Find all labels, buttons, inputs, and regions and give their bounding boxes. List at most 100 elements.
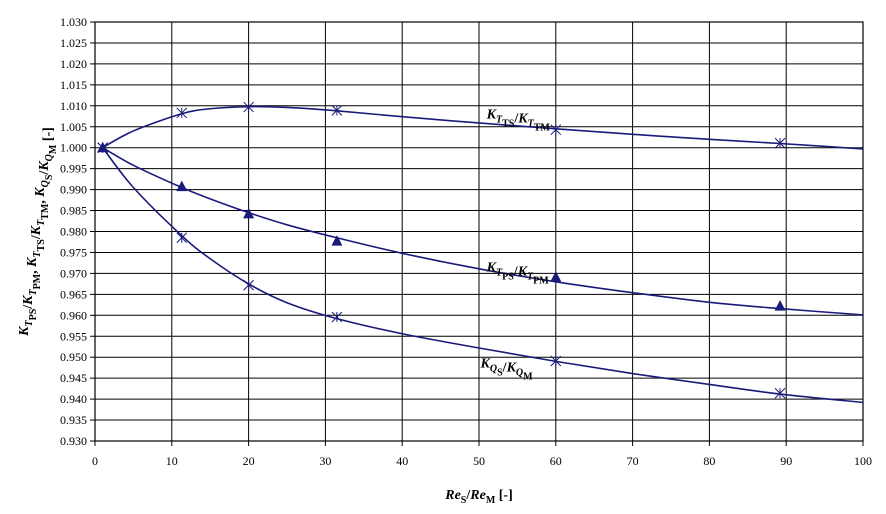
label-part: [-]	[495, 488, 513, 503]
label-part: K	[517, 111, 529, 126]
data-point-tps	[243, 207, 255, 219]
series-tps	[97, 141, 864, 316]
data-point-tps	[550, 271, 562, 282]
label-part: ,	[33, 197, 48, 204]
y-axis-label: KTPS/KTPM, KTTS/KTTM, KQS/KQM [-]	[17, 127, 59, 337]
data-point-qs	[176, 232, 188, 244]
y-tick-label: 0.935	[60, 413, 87, 427]
series-line-qs	[102, 147, 864, 404]
label-part: /	[37, 170, 52, 176]
y-tick-label: 0.995	[60, 162, 87, 176]
data-point-tps	[774, 300, 786, 311]
data-point-tts	[243, 101, 254, 113]
x-tick-label: 100	[854, 454, 872, 468]
y-tick-label: 1.005	[60, 120, 87, 134]
y-tick-label: 0.990	[60, 183, 87, 197]
series-line-tts	[102, 105, 864, 150]
label-part: K	[486, 260, 498, 275]
series-group	[97, 101, 864, 404]
label-part: TM	[40, 203, 51, 220]
y-tick-label: 0.955	[60, 329, 87, 343]
y-tick-label: 0.950	[60, 350, 87, 364]
label-part: Re	[469, 488, 486, 503]
label-part: PM	[32, 273, 43, 289]
label-part: K	[517, 264, 529, 279]
label-part: K	[17, 325, 32, 337]
label-part: Q	[516, 368, 523, 379]
x-tick-label: 70	[627, 454, 639, 468]
data-point-qs	[331, 311, 343, 323]
label-part: T	[527, 271, 534, 282]
grid	[94, 21, 864, 442]
label-part: T	[496, 114, 503, 125]
data-point-qs	[550, 355, 562, 367]
y-tick-label: 0.965	[60, 287, 87, 301]
data-point-tts	[176, 107, 188, 119]
label-part: Q	[490, 364, 497, 375]
y-tick-label: 1.025	[60, 36, 87, 50]
label-part: /	[502, 361, 508, 376]
y-tick-label: 1.020	[60, 57, 87, 71]
label-part: K	[37, 160, 52, 172]
data-point-qs	[774, 387, 786, 399]
label-part: M	[486, 495, 496, 506]
series-label-tts: KTTS/KTTM	[486, 107, 551, 133]
label-part: M	[48, 144, 59, 154]
data-point-tts	[331, 105, 343, 116]
label-part: T	[32, 251, 43, 258]
x-tick-label: 60	[550, 454, 562, 468]
label-part: Re	[444, 488, 461, 503]
label-part: /	[465, 488, 471, 503]
x-axis-label: ReS/ReM [-]	[444, 488, 513, 506]
y-tick-label: 1.010	[60, 99, 87, 113]
x-tick-label: 50	[473, 454, 485, 468]
label-part: /	[21, 304, 36, 310]
label-part: /	[513, 264, 519, 279]
y-tick-label: 0.980	[60, 225, 87, 239]
data-point-qs	[243, 279, 254, 291]
label-part: T	[28, 289, 39, 296]
data-point-tps	[176, 180, 188, 192]
label-part: K	[25, 256, 40, 268]
label-part: [-]	[41, 127, 56, 145]
label-part: T	[24, 320, 35, 327]
x-tick-label: 80	[703, 454, 715, 468]
y-tick-label: 0.940	[60, 392, 87, 406]
label-part: K	[486, 107, 498, 122]
y-tick-label: 0.975	[60, 245, 87, 259]
label-part: PS	[502, 271, 514, 282]
label-part: K	[33, 186, 48, 198]
label-part: TM	[534, 122, 551, 133]
label-part: T	[528, 118, 535, 129]
label-part: T	[36, 219, 47, 226]
data-point-tts	[550, 124, 562, 136]
label-part: K	[480, 357, 492, 372]
y-tick-label: 0.930	[60, 434, 87, 448]
label-part: TS	[502, 118, 515, 129]
y-tick-label: 0.970	[60, 266, 87, 280]
label-part: Q	[44, 154, 55, 161]
series-label-tps: KTPS/KTPM	[486, 260, 550, 286]
label-part: K	[506, 361, 518, 376]
label-part: M	[523, 372, 533, 383]
label-part: /	[29, 234, 44, 240]
x-tick-label: 90	[780, 454, 792, 468]
data-point-tts	[774, 137, 786, 149]
x-tick-label: 30	[319, 454, 331, 468]
label-part: TS	[36, 239, 47, 252]
label-part: Q	[40, 180, 51, 187]
label-part: PS	[28, 308, 39, 320]
y-tick-label: 0.985	[60, 204, 87, 218]
y-tick-label: 0.945	[60, 371, 87, 385]
x-tick-label: 40	[396, 454, 408, 468]
label-part: ,	[25, 267, 40, 274]
y-ticks: 0.930 0.935 0.940 0.945 0.950 0.955 0.960 0.965…	[60, 15, 95, 448]
label-part: S	[44, 174, 55, 180]
y-tick-label: 0.960	[60, 308, 87, 322]
data-point-tps	[331, 235, 343, 246]
series-line-tps	[102, 147, 864, 316]
x-tick-label: 0	[92, 454, 98, 468]
